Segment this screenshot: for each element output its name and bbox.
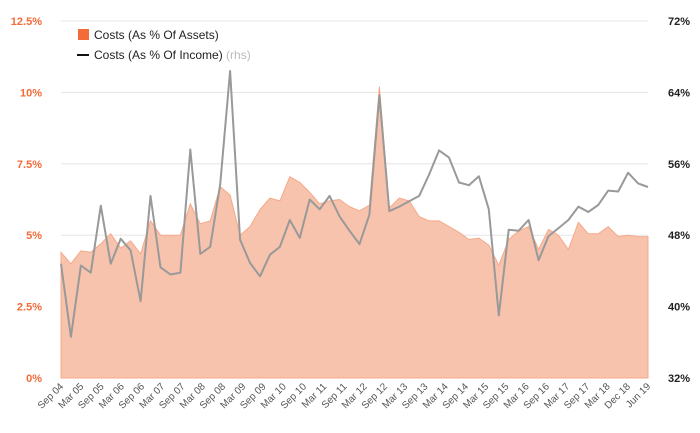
right-tick-label: 56%	[668, 159, 690, 171]
area-costs-assets	[60, 86, 649, 379]
left-tick-label: 5%	[26, 230, 42, 242]
right-tick-label: 40%	[668, 302, 690, 314]
legend-label-income: Costs (As % Of Income)	[94, 48, 223, 62]
right-tick-label: 72%	[668, 16, 690, 28]
legend-label-assets: Costs (As % Of Assets)	[94, 28, 219, 42]
right-axis: 32% 40% 48% 56% 64% 72%	[668, 16, 690, 385]
right-tick-label: 48%	[668, 230, 690, 242]
legend-label-income-suffix: (rhs)	[226, 48, 251, 62]
left-tick-label: 7.5%	[17, 159, 42, 171]
legend: Costs (As % Of Assets) Costs (As % Of In…	[77, 28, 251, 62]
right-tick-label: 32%	[668, 373, 690, 385]
legend-swatch-income	[77, 54, 89, 56]
legend-swatch-assets	[78, 29, 89, 40]
right-tick-label: 64%	[668, 87, 690, 99]
line-costs-income	[60, 70, 649, 338]
svg-text:Costs (As % Of Income) (rhs): Costs (As % Of Income) (rhs)	[94, 48, 251, 62]
left-tick-label: 2.5%	[17, 302, 42, 314]
left-tick-label: 12.5%	[11, 16, 42, 28]
left-axis: 0% 2.5% 5% 7.5% 10% 12.5%	[11, 16, 42, 385]
left-tick-label: 10%	[20, 87, 42, 99]
left-tick-label: 0%	[26, 373, 42, 385]
